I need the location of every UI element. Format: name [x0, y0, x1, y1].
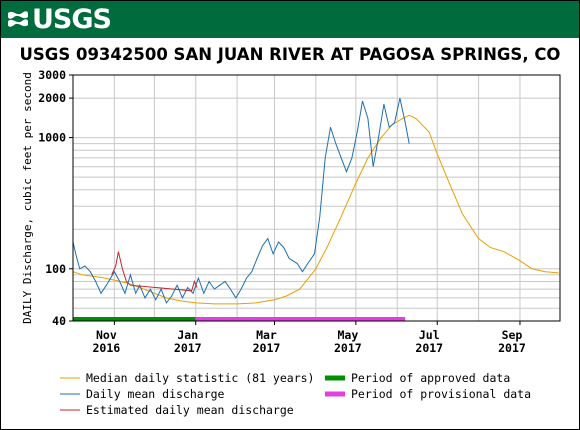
y-tick-label: 100	[45, 262, 66, 276]
legend-label: Period of approved data	[351, 371, 510, 385]
x-axis-ticks: Nov2016Jan2017Mar2017May2017Jul2017Sep20…	[93, 321, 526, 355]
x-tick-label-year: 2017	[415, 341, 443, 355]
series-lines	[72, 97, 559, 305]
legend-label: Period of provisional data	[351, 387, 531, 401]
series-line-median-daily-statistic-81-years	[72, 114, 559, 305]
usgs-logo[interactable]: USGS	[7, 4, 112, 35]
y-tick-label: 1000	[38, 131, 66, 145]
series-line-daily-mean-discharge	[72, 97, 410, 304]
legend-item-period-of-provisional-data: Period of provisional data	[325, 387, 531, 401]
legend-item-period-of-approved-data: Period of approved data	[325, 371, 510, 385]
y-tick-label: 2000	[38, 91, 66, 105]
y-tick-label: 3000	[38, 68, 66, 82]
chart-grid	[73, 74, 560, 322]
x-tick-label-month: Mar	[256, 328, 277, 342]
x-tick-label-year: 2016	[93, 341, 121, 355]
series-line-estimated-daily-mean-discharge	[111, 251, 198, 292]
x-tick-label-year: 2017	[334, 341, 362, 355]
period-bars	[73, 317, 406, 321]
legend-label: Median daily statistic (81 years)	[86, 371, 314, 385]
y-axis-label: DAILY Discharge, cubic feet per second	[21, 72, 34, 324]
y-axis-ticks: 40 100 1000 2000 3000	[38, 68, 73, 328]
legend-label: Daily mean discharge	[86, 387, 225, 401]
usgs-wave-icon	[8, 11, 28, 27]
x-tick-label-year: 2017	[498, 341, 526, 355]
x-tick-label-month: Nov	[96, 328, 117, 342]
x-tick-label-month: Sep	[502, 328, 523, 342]
usgs-banner: USGS	[1, 1, 579, 38]
legend-item-estimated-daily-mean-discharge: Estimated daily mean discharge	[60, 403, 294, 417]
period-bar-period-of-approved-data	[73, 317, 196, 321]
period-bar-period-of-provisional-data	[195, 317, 406, 321]
y-tick-label: 40	[52, 314, 66, 328]
x-tick-label-month: May	[337, 328, 358, 342]
usgs-logo-text: USGS	[32, 4, 112, 35]
x-tick-label-month: Jan	[177, 328, 198, 342]
x-tick-label-year: 2017	[174, 341, 202, 355]
legend-label: Estimated daily mean discharge	[86, 403, 294, 417]
chart-title: USGS 09342500 SAN JUAN RIVER AT PAGOSA S…	[20, 45, 561, 64]
legend-item-median-daily-statistic-81-years: Median daily statistic (81 years)	[60, 371, 314, 385]
x-tick-label-month: Jul	[419, 328, 440, 342]
plot-area-border	[72, 74, 561, 322]
legend: Median daily statistic (81 years) Period …	[60, 371, 531, 417]
legend-item-daily-mean-discharge: Daily mean discharge	[60, 387, 225, 401]
x-tick-label-year: 2017	[253, 341, 281, 355]
